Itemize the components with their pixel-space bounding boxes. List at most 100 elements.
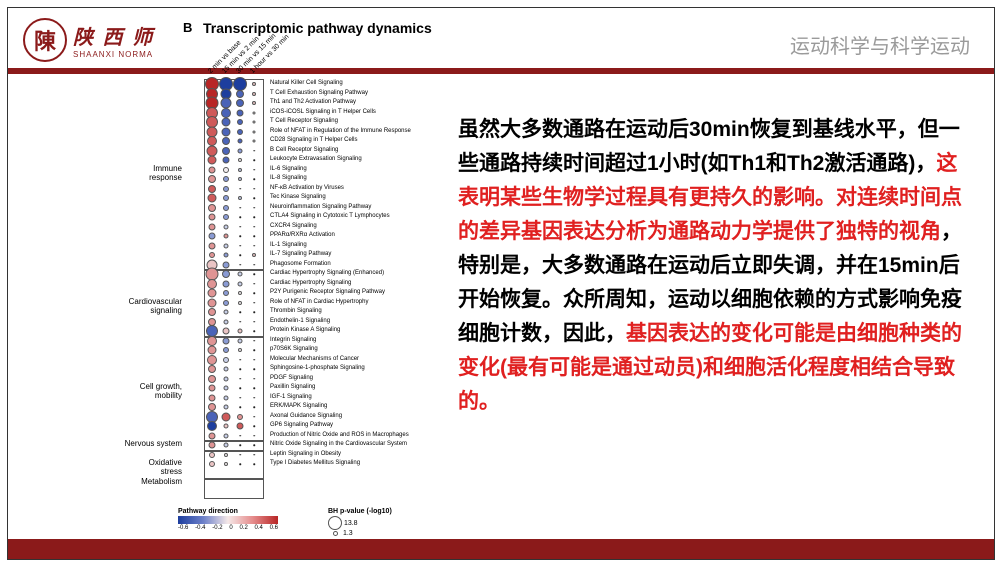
pathway-label: Role of NFAT in Regulation of the Immune… xyxy=(270,128,411,134)
dot-placeholder xyxy=(253,207,255,209)
pathway-dot xyxy=(208,346,217,355)
dot-placeholder xyxy=(253,302,255,304)
pathway-dot xyxy=(207,336,217,346)
gradient-tick: -0.6 xyxy=(178,525,188,531)
pathway-dot xyxy=(209,442,216,449)
pathway-label: Tec Kinase Signaling xyxy=(270,194,326,200)
gradient-tick: 0 xyxy=(229,525,232,531)
pathway-label: CTLA4 Signaling in Cytotoxic T Lymphocyt… xyxy=(270,213,390,219)
pathway-label: Paxillin Signaling xyxy=(270,384,315,390)
pathway-label: Molecular Mechanisms of Cancer xyxy=(270,356,359,362)
pathway-dot xyxy=(208,375,216,383)
pathway-label: Leptin Signaling in Obesity xyxy=(270,451,341,457)
pathway-dot xyxy=(224,367,229,372)
logo-cn: 陕 西 师 xyxy=(73,21,154,50)
pathway-dot xyxy=(236,99,244,107)
pathway-dot xyxy=(237,414,243,420)
header: 陳 陕 西 师 SHAANXI NORMA 运动科学与科学运动 xyxy=(8,8,994,68)
pathway-dot xyxy=(223,176,229,182)
pathway-dot xyxy=(253,121,256,124)
pathway-label: IL-8 Signaling xyxy=(270,175,307,181)
dot-placeholder xyxy=(253,435,255,437)
legend-big-val: 13.8 xyxy=(344,520,358,527)
pathway-dot xyxy=(224,234,229,239)
dot-placeholder xyxy=(239,387,241,389)
pathway-dot xyxy=(238,301,242,305)
pathway-dot xyxy=(223,167,229,173)
pathway-dot xyxy=(238,272,243,277)
dot-placeholder xyxy=(253,425,255,427)
category-label: Oxidativestress xyxy=(100,458,182,476)
pathway-label: IL-6 Signaling xyxy=(270,166,307,172)
pathway-label: Protein Kinase A Signaling xyxy=(270,327,340,333)
pathway-dot xyxy=(223,157,230,164)
pathway-label: CXCR4 Signaling xyxy=(270,223,317,229)
pathway-dot xyxy=(238,158,242,162)
pathway-dot xyxy=(222,147,230,155)
pathway-dot xyxy=(253,111,256,114)
dot-placeholder xyxy=(253,216,255,218)
pathway-label: Cardiac Hypertrophy Signaling xyxy=(270,280,351,286)
pathway-dot xyxy=(224,310,229,315)
dot-placeholder xyxy=(239,245,241,247)
pathway-dot xyxy=(208,308,216,316)
pathway-dot xyxy=(209,223,216,230)
dot-placeholder xyxy=(253,349,255,351)
pathway-dot xyxy=(208,194,217,203)
gradient-tick: -0.4 xyxy=(195,525,205,531)
dot-placeholder xyxy=(253,245,255,247)
logo: 陳 陕 西 师 SHAANXI NORMA xyxy=(23,18,154,62)
pathway-dot xyxy=(208,298,217,307)
pathway-dot xyxy=(236,90,244,98)
pathway-label: Natural Killer Cell Signaling xyxy=(270,80,343,86)
pathway-dot xyxy=(224,462,228,466)
dot-placeholder xyxy=(239,406,241,408)
pathway-dot xyxy=(222,270,230,278)
logo-seal: 陳 xyxy=(23,18,67,62)
dot-placeholder xyxy=(253,444,255,446)
pathway-dot xyxy=(221,108,231,118)
dot-placeholder xyxy=(253,330,255,332)
pathway-dot xyxy=(224,243,229,248)
pathway-dot xyxy=(238,148,243,153)
pathway-dot xyxy=(208,204,216,212)
dot-placeholder xyxy=(253,226,255,228)
pathway-label: Production of Nitric Oxide and ROS in Ma… xyxy=(270,432,409,438)
pathway-dot xyxy=(223,347,229,353)
pathway-dot xyxy=(238,196,242,200)
footer-rule xyxy=(8,539,994,559)
dot-placeholder xyxy=(253,150,255,152)
pathway-label: Cardiac Hypertrophy Signaling (Enhanced) xyxy=(270,270,384,276)
pathway-dot xyxy=(209,166,216,173)
pathway-dot xyxy=(223,290,229,296)
category-label: Cell growth,mobility xyxy=(100,382,182,400)
dot-placeholder xyxy=(253,387,255,389)
pathway-dot xyxy=(209,394,216,401)
pathway-dot xyxy=(238,329,243,334)
pathway-dot xyxy=(224,224,229,229)
pathway-label: P2Y Purigenic Receptor Signaling Pathway xyxy=(270,289,385,295)
pathway-label: Neuroinflammation Signaling Pathway xyxy=(270,204,371,210)
pathway-label: Sphingosine-1-phosphate Signaling xyxy=(270,365,365,371)
dot-placeholder xyxy=(239,216,241,218)
pathway-label: Phagosome Formation xyxy=(270,261,331,267)
pathway-dot xyxy=(223,328,230,335)
pathway-label: PPARα/RXRα Activation xyxy=(270,232,335,238)
header-subtitle: 运动科学与科学运动 xyxy=(790,30,970,59)
pathway-label: Leukocyte Extravasation Signaling xyxy=(270,156,362,162)
pathway-dot xyxy=(237,129,243,135)
pathway-label: Type I Diabetes Mellitus Signaling xyxy=(270,460,360,466)
legend-pvalue: BH p-value (-log10) 13.8 1.3 xyxy=(328,508,392,537)
gradient-tick: 0.4 xyxy=(255,525,263,531)
category-label: Immuneresponse xyxy=(100,164,182,182)
dot-placeholder xyxy=(253,454,255,456)
pathway-label: p70S6K Signaling xyxy=(270,346,318,352)
pathway-dot xyxy=(237,119,243,125)
dot-placeholder xyxy=(239,454,241,456)
pathway-label: ERK/MAPK Signaling xyxy=(270,403,327,409)
pathway-dot xyxy=(224,386,229,391)
pathway-label: CD28 Signaling in T Helper Cells xyxy=(270,137,358,143)
pathway-dot xyxy=(237,423,244,430)
pathway-dot xyxy=(208,156,217,165)
pathway-dot xyxy=(209,385,216,392)
